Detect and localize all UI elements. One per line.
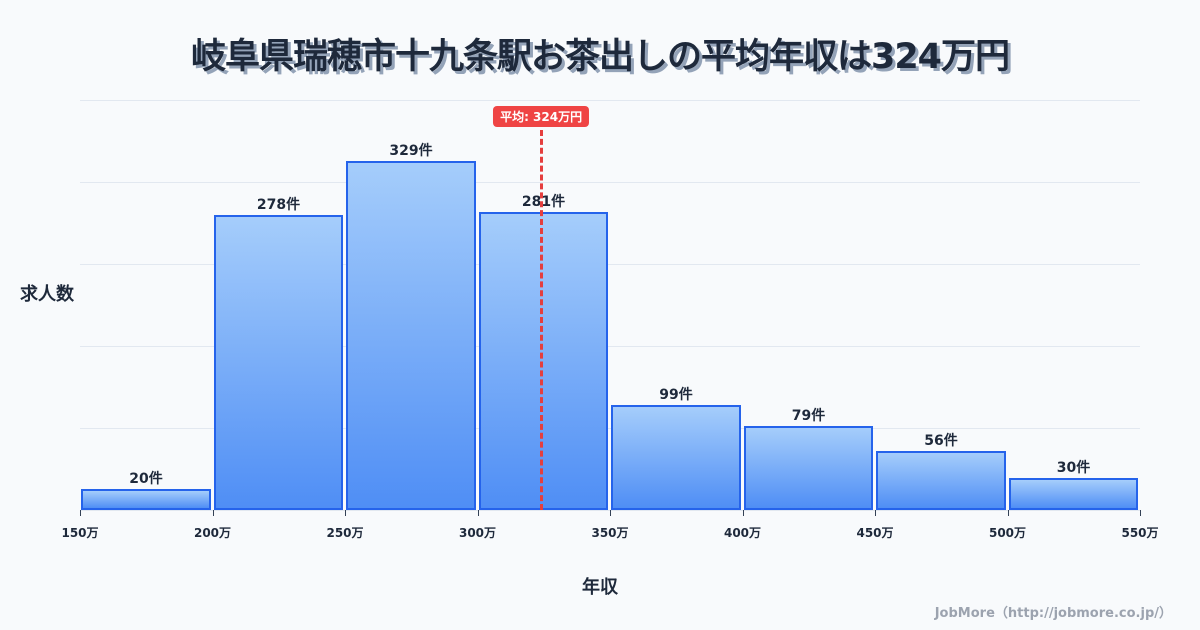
x-tick [477, 510, 479, 516]
y-axis-label: 求人数 [20, 284, 74, 305]
bar-value-label: 329件 [389, 142, 433, 159]
gridline [80, 428, 1140, 429]
x-tick-label: 350万 [591, 526, 629, 540]
gridline [80, 182, 1140, 183]
credit-text: JobMore（http://jobmore.co.jp/） [934, 606, 1172, 621]
histogram-bar [346, 160, 476, 510]
bar-value-label: 20件 [129, 470, 163, 487]
gridline [80, 346, 1140, 347]
bar-value-label: 99件 [659, 386, 693, 403]
x-axis-label: 年収 [582, 577, 618, 598]
x-tick-label: 550万 [1121, 526, 1159, 540]
histogram-bar [876, 450, 1006, 510]
x-tick [875, 510, 876, 516]
x-tick [1007, 510, 1009, 516]
gridline [80, 100, 1140, 101]
x-tick [212, 510, 214, 516]
histogram-bar [1008, 478, 1138, 510]
average-line [540, 130, 544, 510]
bar-value-label: 30件 [1056, 460, 1091, 477]
average-badge: 平均: 324万円 [493, 106, 590, 127]
histogram-bar [743, 426, 873, 510]
bar-value-label: 56件 [924, 432, 958, 449]
bar-value-label: 79件 [791, 408, 826, 425]
x-tick-label: 450万 [856, 526, 894, 540]
x-tick [1140, 510, 1141, 516]
histogram-bar [478, 211, 608, 510]
x-tick-label: 400万 [723, 526, 762, 540]
histogram-bar [611, 404, 741, 510]
histogram-bar [213, 214, 343, 510]
x-tick-label: 150万 [61, 526, 99, 540]
x-tick [345, 510, 346, 516]
bar-value-label: 278件 [256, 196, 301, 213]
x-tick-label: 500万 [988, 526, 1027, 540]
x-tick-label: 250万 [326, 526, 364, 540]
x-tick-label: 300万 [458, 526, 497, 540]
x-tick-label: 200万 [193, 526, 232, 540]
x-tick [742, 510, 744, 516]
histogram-bar [81, 488, 211, 510]
plot-area: 20件 278件 329件 281件 99件 79件 56件 30件 [80, 100, 1140, 510]
x-tick [610, 510, 611, 516]
gridline [80, 264, 1140, 265]
bar-value-label: 281件 [521, 193, 566, 210]
x-tick [80, 510, 81, 516]
chart-title: 岐阜県瑞穂市十九条駅お茶出しの平均年収は324万円 [190, 37, 1010, 77]
